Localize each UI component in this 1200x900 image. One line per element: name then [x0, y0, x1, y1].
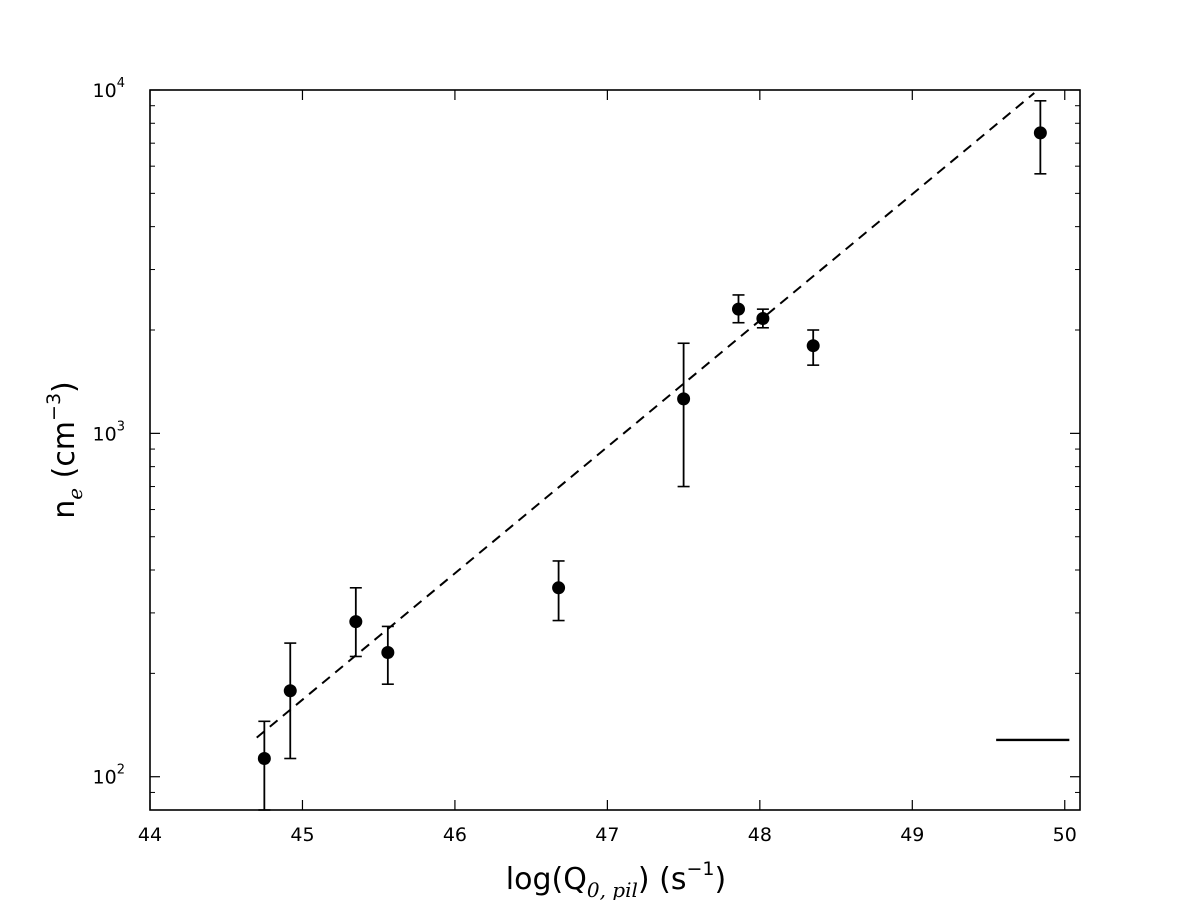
x-tick-label: 47: [595, 824, 619, 846]
data-points: [257, 100, 1047, 811]
data-point-3: [349, 586, 363, 658]
data-marker: [257, 751, 271, 765]
data-marker: [1033, 126, 1047, 140]
y-tick-label: 102: [93, 763, 125, 789]
data-marker: [552, 581, 566, 595]
data-marker: [349, 615, 363, 629]
y-tick-label: 104: [93, 76, 125, 102]
data-point-10: [1033, 100, 1047, 175]
data-point-7: [731, 294, 745, 324]
data-marker: [381, 646, 395, 660]
axis-ticks: [149, 89, 1080, 811]
data-marker: [756, 312, 770, 326]
data-point-4: [381, 625, 395, 685]
fit-line: [256, 92, 1035, 739]
data-point-5: [552, 560, 566, 622]
x-tick-label: 44: [138, 824, 162, 846]
x-tick-label: 45: [290, 824, 314, 846]
fit-line-group: [256, 92, 1035, 739]
data-point-2: [283, 642, 297, 760]
x-tick-label: 50: [1053, 824, 1077, 846]
x-axis-label: log(Q0, pil) (s−1): [506, 858, 726, 900]
x-tick-labels: 44 45 46 47 48 49 50: [138, 824, 1077, 846]
data-point-9: [806, 329, 820, 366]
y-axis-label: ne (cm−3): [43, 381, 87, 519]
data-point-6: [677, 342, 691, 488]
data-marker: [283, 684, 297, 698]
y-tick-labels: 102 103 104: [93, 76, 125, 789]
x-tick-label: 46: [443, 824, 467, 846]
data-marker: [677, 392, 691, 406]
y-tick-label: 103: [93, 419, 125, 445]
data-point-8: [756, 308, 770, 329]
x-tick-label: 49: [900, 824, 924, 846]
x-tick-label: 48: [748, 824, 772, 846]
plot-frame: [149, 89, 1081, 811]
data-marker: [731, 302, 745, 316]
data-marker: [806, 339, 820, 353]
